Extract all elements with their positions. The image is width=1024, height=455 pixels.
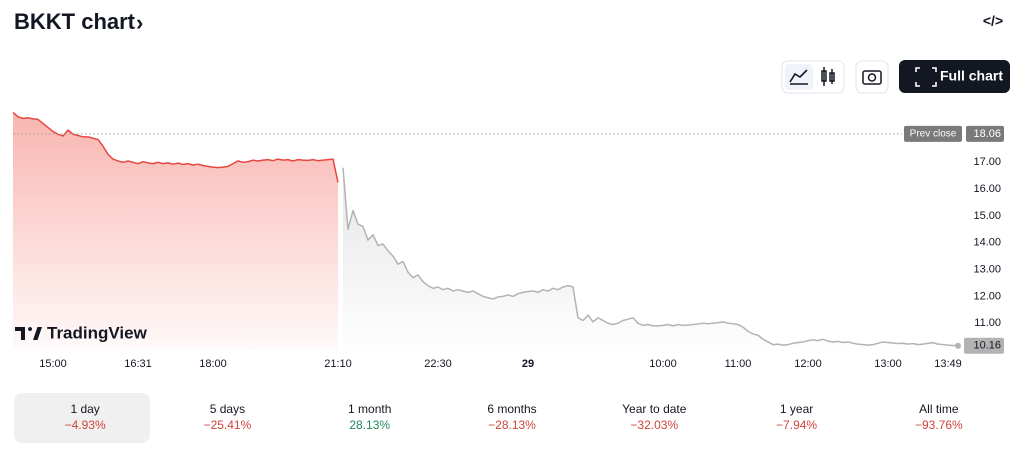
- x-tick-label: 10:00: [649, 358, 677, 370]
- plot: 11.00 12.00 13.00 14.00 15.00 16.00 17.00 Prev …: [12, 111, 1004, 370]
- full-chart-label[interactable]: Full chart: [940, 68, 1003, 84]
- x-tick-label: 11:00: [725, 358, 752, 370]
- y-tick-label: 16.00: [973, 183, 1001, 195]
- last-price-label: 10.16: [973, 340, 1001, 352]
- snapshot-button[interactable]: [855, 60, 889, 94]
- x-tick-label: 15:00: [39, 358, 67, 370]
- title[interactable]: BKKT chart: [14, 9, 136, 34]
- x-tick-label: 13:49: [934, 358, 962, 370]
- x-tick-label: 22:30: [424, 358, 452, 370]
- price-line: [12, 111, 339, 183]
- x-tick-label: 12:00: [794, 358, 822, 370]
- tab-change: −28.13%: [488, 418, 536, 432]
- candle-icon[interactable]: [821, 67, 835, 86]
- y-tick-label: 12.00: [973, 290, 1001, 302]
- tab-label[interactable]: 5 days: [210, 402, 245, 416]
- prev-close-tag: [904, 125, 962, 142]
- prev-close-value: 18.06: [973, 128, 1001, 140]
- tab-change: −4.93%: [65, 418, 106, 432]
- y-tick-label: 11.00: [974, 317, 1001, 329]
- watermark: TradingView: [47, 323, 148, 342]
- tab-selected: [14, 393, 150, 443]
- camera-icon: [862, 70, 882, 85]
- y-tick-label: 14.00: [973, 237, 1001, 249]
- fullscreen-icon: [915, 67, 937, 87]
- tradingview-logo: [15, 327, 42, 340]
- area: [343, 167, 958, 350]
- x-tick-label: 13:00: [874, 358, 902, 370]
- x-tick-label: 21:10: [324, 358, 352, 370]
- title-arrow[interactable]: ›: [136, 10, 143, 35]
- embed-icon[interactable]: </>: [983, 13, 1003, 29]
- full-chart-button[interactable]: [899, 60, 1010, 93]
- y-tick-label: 13.00: [973, 263, 1001, 275]
- last-point: [955, 342, 961, 349]
- area: [13, 112, 338, 350]
- tab-label[interactable]: Year to date: [622, 402, 687, 416]
- tab-change: −32.03%: [630, 418, 678, 432]
- period-tabs: 1 day −4.93% 5 days −25.41% 1 month 28.13% 6 m…: [14, 393, 963, 443]
- tab-change: 28.13%: [349, 418, 390, 432]
- prev-close-label: Prev close: [910, 129, 957, 140]
- tab-change: −25.41%: [204, 418, 252, 432]
- y-tick-label: 17.00: [973, 156, 1001, 168]
- tab-change: −93.76%: [915, 418, 963, 432]
- tab-label[interactable]: 1 year: [780, 402, 813, 416]
- tab-change: −7.94%: [776, 418, 817, 432]
- price-line: [342, 167, 959, 347]
- x-tick-label: 16:31: [124, 358, 152, 370]
- tab-label[interactable]: 1 day: [70, 402, 99, 416]
- x-tick-label: 18:00: [199, 358, 227, 370]
- prev-close-value-tag: [966, 125, 1004, 142]
- y-tick-label: 15.00: [973, 210, 1001, 222]
- tab-label[interactable]: 1 month: [348, 402, 391, 416]
- last-price-tag: [964, 337, 1004, 354]
- x-tick-label: 29: [522, 358, 534, 370]
- line-icon: [789, 69, 808, 85]
- tab-label[interactable]: All time: [919, 402, 959, 416]
- tab-label[interactable]: 6 months: [487, 402, 536, 416]
